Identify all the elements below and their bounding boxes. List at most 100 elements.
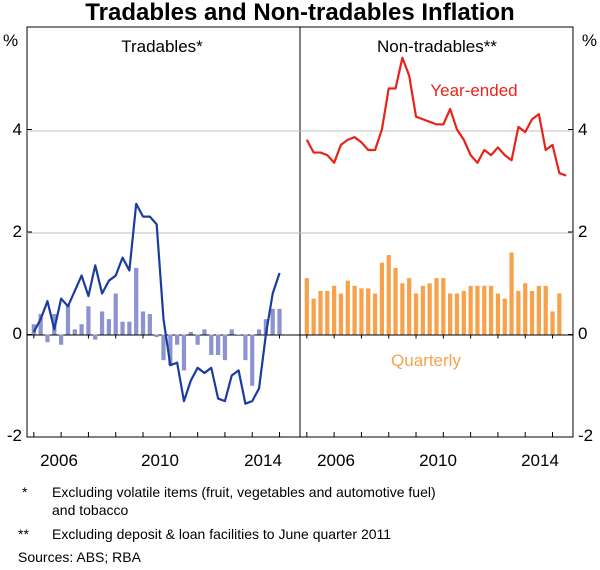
bar-nontradables-quarterly xyxy=(318,290,323,335)
bar-tradables-quarterly xyxy=(86,306,91,335)
bar-tradables-quarterly xyxy=(236,334,241,335)
footnote-sources: Sources: ABS; RBA xyxy=(18,549,141,565)
xtick-left-1: 2010 xyxy=(141,451,179,470)
ytick-left-3: 4 xyxy=(13,120,22,139)
bar-nontradables-quarterly xyxy=(557,293,562,335)
chart-marks xyxy=(27,56,573,438)
bar-nontradables-quarterly xyxy=(325,290,330,335)
bar-tradables-quarterly xyxy=(168,334,173,366)
xtick-left-0: 2006 xyxy=(40,451,78,470)
bar-nontradables-quarterly xyxy=(461,290,466,335)
bar-tradables-quarterly xyxy=(202,329,207,335)
bar-tradables-quarterly xyxy=(209,334,214,355)
bar-nontradables-quarterly xyxy=(372,293,378,335)
xtick-right-1: 2010 xyxy=(419,451,457,470)
chart-title: Tradables and Non-tradables Inflation xyxy=(85,0,514,26)
bar-tradables-quarterly xyxy=(140,311,146,335)
bar-tradables-quarterly xyxy=(175,334,180,345)
ytick-left-1: 0 xyxy=(13,324,22,343)
xtick-right-2: 2014 xyxy=(521,451,559,470)
ytick-left-2: 2 xyxy=(13,222,22,241)
bar-nontradables-quarterly xyxy=(475,285,480,335)
bar-tradables-quarterly xyxy=(113,293,118,335)
bar-nontradables-quarterly xyxy=(345,280,350,335)
bar-nontradables-quarterly xyxy=(407,278,412,335)
annotation-quarterly: Quarterly xyxy=(391,351,461,370)
footnote-tradables-marker: * xyxy=(22,484,28,500)
bar-nontradables-quarterly xyxy=(516,290,521,335)
bar-tradables-quarterly xyxy=(277,308,282,335)
bar-nontradables-quarterly xyxy=(509,252,514,335)
bar-nontradables-quarterly xyxy=(529,290,535,335)
bar-tradables-quarterly xyxy=(120,321,125,335)
bar-tradables-quarterly xyxy=(195,334,200,345)
bar-nontradables-quarterly xyxy=(468,285,473,335)
bar-tradables-quarterly xyxy=(188,331,193,335)
bar-tradables-quarterly xyxy=(99,311,105,335)
bar-nontradables-quarterly xyxy=(441,278,446,335)
bar-tradables-quarterly xyxy=(229,329,234,335)
bar-tradables-quarterly xyxy=(181,334,187,371)
footnote-nontradables-line1: Excluding deposit & loan facilities to J… xyxy=(52,526,392,542)
bar-nontradables-quarterly xyxy=(311,298,316,335)
bar-tradables-quarterly xyxy=(243,334,248,361)
annotation-year-ended: Year-ended xyxy=(430,81,517,100)
bar-tradables-quarterly xyxy=(106,319,112,335)
bar-nontradables-quarterly xyxy=(488,285,494,335)
bar-tradables-quarterly xyxy=(256,329,262,335)
bar-tradables-quarterly xyxy=(45,334,50,343)
bar-nontradables-quarterly xyxy=(454,293,460,335)
bar-nontradables-quarterly xyxy=(400,283,405,335)
bar-nontradables-quarterly xyxy=(338,293,344,335)
bar-nontradables-quarterly xyxy=(495,293,501,335)
footnote-tradables-line2: and tobacco xyxy=(52,502,129,518)
bar-tradables-quarterly xyxy=(38,314,43,335)
bar-nontradables-quarterly xyxy=(359,288,364,335)
bar-tradables-quarterly xyxy=(263,319,268,335)
unit-left: % xyxy=(3,31,18,50)
bar-nontradables-quarterly xyxy=(543,285,548,335)
bar-nontradables-quarterly xyxy=(304,278,309,335)
bar-tradables-quarterly xyxy=(65,303,71,335)
bar-nontradables-quarterly xyxy=(379,262,385,335)
bar-nontradables-quarterly xyxy=(352,285,357,335)
bar-tradables-quarterly xyxy=(59,334,64,345)
bar-nontradables-quarterly xyxy=(366,288,371,335)
bar-tradables-quarterly xyxy=(270,308,275,335)
xtick-left-2: 2014 xyxy=(244,451,282,470)
bar-nontradables-quarterly xyxy=(427,283,432,335)
xtick-right-0: 2006 xyxy=(317,451,355,470)
bar-tradables-quarterly xyxy=(134,267,139,335)
bar-tradables-quarterly xyxy=(147,314,152,335)
footnote-tradables-line1: Excluding volatile items (fruit, vegetab… xyxy=(52,484,436,500)
bar-nontradables-quarterly xyxy=(550,311,555,335)
chart: Tradables and Non-tradables Inflation % … xyxy=(3,0,597,470)
bar-tradables-quarterly xyxy=(127,321,132,335)
bar-nontradables-quarterly xyxy=(523,283,528,335)
footnote-nontradables-marker: ** xyxy=(18,526,29,542)
bar-nontradables-quarterly xyxy=(434,278,439,335)
ytick-right-3: 4 xyxy=(578,120,587,139)
bar-tradables-quarterly xyxy=(79,324,84,335)
bar-nontradables-quarterly xyxy=(420,285,425,335)
unit-right: % xyxy=(582,31,597,50)
bar-tradables-quarterly xyxy=(72,329,77,335)
bar-tradables-quarterly xyxy=(52,314,57,335)
line-nontradables-year-ended xyxy=(305,56,567,177)
bar-tradables-quarterly xyxy=(222,334,228,361)
bar-nontradables-quarterly xyxy=(502,298,507,335)
bar-tradables-quarterly xyxy=(161,334,166,361)
bar-nontradables-quarterly xyxy=(448,293,453,335)
bar-nontradables-quarterly xyxy=(536,285,541,335)
line-tradables-year-ended xyxy=(32,202,281,405)
bar-nontradables-quarterly xyxy=(393,267,398,335)
ytick-left-0: -2 xyxy=(7,426,22,445)
bar-nontradables-quarterly xyxy=(332,285,337,335)
ytick-right-2: 2 xyxy=(578,222,587,241)
ytick-right-1: 0 xyxy=(578,324,587,343)
bar-tradables-quarterly xyxy=(93,334,98,340)
panel-title-tradables: Tradables* xyxy=(121,37,203,56)
bar-tradables-quarterly xyxy=(31,324,36,335)
ytick-right-0: -2 xyxy=(578,426,593,445)
bar-tradables-quarterly xyxy=(250,334,255,386)
